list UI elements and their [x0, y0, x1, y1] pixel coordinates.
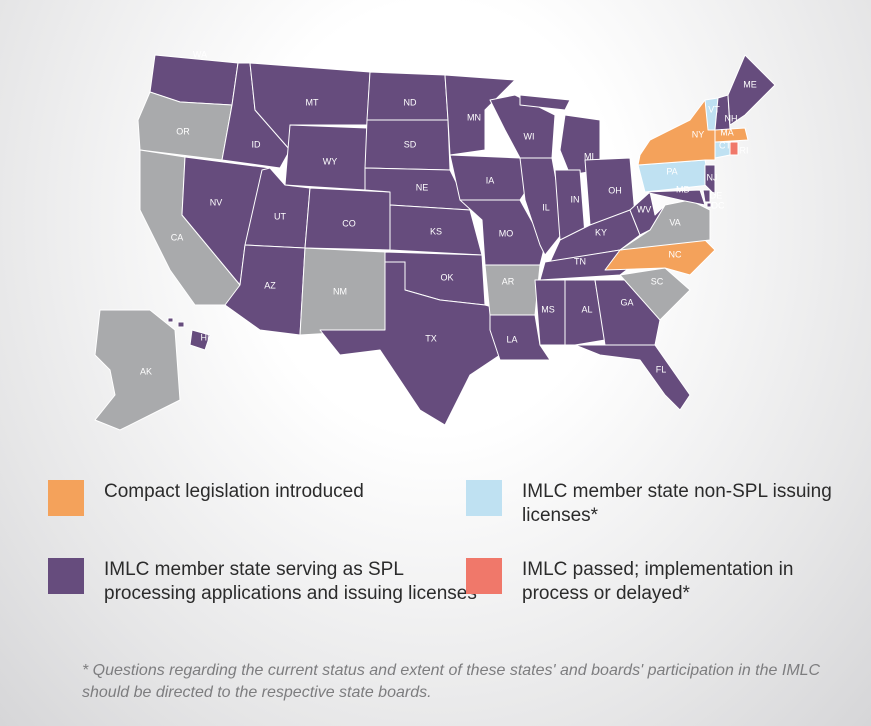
state-label: NV: [210, 197, 223, 207]
state-label: ND: [404, 97, 417, 107]
state-label: CA: [171, 232, 184, 242]
state-label: WY: [323, 156, 338, 166]
state-label: TN: [574, 256, 586, 266]
state-label: UT: [274, 211, 286, 221]
state-label: OR: [176, 126, 190, 136]
state-label: ME: [743, 79, 757, 89]
map: WA OR CA ID NV MT WY UT AZ CO NM ND SD NE KS OK TX MN IA MO…: [94, 49, 776, 431]
state-label: HI: [201, 332, 210, 342]
state-label: AL: [581, 304, 592, 314]
legend-label: Compact legislation introduced: [104, 481, 364, 502]
state-shape: [564, 279, 606, 346]
state-label: MS: [541, 304, 555, 314]
state-label: IN: [571, 194, 580, 204]
legend-item: Compact legislation introduced: [48, 480, 434, 516]
state-label: LA: [506, 334, 517, 344]
state-label: CT: [719, 140, 731, 150]
state-label: IA: [486, 175, 495, 185]
state-shape: [729, 141, 739, 156]
state-label: DC: [712, 200, 725, 210]
state-shape: [519, 94, 571, 111]
state-label: DE: [710, 190, 723, 200]
footnote: * Questions regarding the current status…: [82, 662, 821, 701]
legend-swatch: [466, 558, 502, 594]
state-shape: [574, 344, 691, 411]
state-shape: [319, 261, 516, 426]
state-shape: [444, 74, 516, 156]
state-shape: [706, 202, 712, 208]
state-label: KS: [430, 226, 442, 236]
state-shape: [702, 189, 711, 203]
state-label: MA: [720, 127, 734, 137]
state-label: MO: [499, 228, 514, 238]
state-shape: [366, 71, 449, 121]
state-label: MT: [306, 97, 319, 107]
state-label: ID: [252, 139, 262, 149]
legend-label: IMLC member state non-SPL issuing licens…: [522, 481, 832, 526]
state-shape: [484, 264, 541, 316]
legend-item: IMLC passed; implementation in process o…: [466, 558, 852, 606]
state-label: WA: [193, 49, 207, 59]
state-shape: [94, 309, 181, 431]
state-label: NE: [416, 182, 429, 192]
state-shape: [727, 54, 776, 126]
state-label: SD: [404, 139, 417, 149]
legend-item: IMLC member state serving as SPL process…: [48, 558, 494, 606]
legend-label: IMLC member state serving as SPL process…: [104, 559, 485, 604]
state-label: GA: [620, 297, 633, 307]
state-label: KY: [595, 227, 607, 237]
state-label: NH: [725, 113, 738, 123]
state-shape: [704, 164, 716, 196]
state-label: MI: [584, 151, 594, 161]
state-label: IL: [542, 202, 550, 212]
legend-swatch: [48, 480, 84, 516]
state-label: MD: [676, 184, 690, 194]
state-label: NY: [692, 129, 705, 139]
state-shape: [519, 157, 566, 256]
state-label: AZ: [264, 280, 276, 290]
state-label: WI: [524, 131, 535, 141]
state-label: MN: [467, 112, 481, 122]
state-label: FL: [656, 364, 667, 374]
legend-label: IMLC passed; implementation in process o…: [522, 559, 794, 604]
state-label: PA: [666, 166, 677, 176]
state-shape: [489, 314, 551, 361]
legend-item: IMLC member state non-SPL issuing licens…: [466, 480, 852, 528]
state-shape: [714, 127, 749, 143]
state-label: OK: [440, 272, 453, 282]
state-label: VT: [708, 104, 720, 114]
legend-swatch: [48, 558, 84, 594]
state-shape: [619, 267, 691, 321]
state-label: RI: [740, 145, 749, 155]
state-label: NJ: [707, 172, 718, 182]
state-shape: [177, 321, 185, 328]
legend-swatch: [466, 480, 502, 516]
state-label: SC: [651, 276, 664, 286]
state-label: WV: [637, 204, 652, 214]
state-shape: [189, 329, 211, 351]
state-label: VA: [669, 217, 680, 227]
state-label: CO: [342, 218, 356, 228]
state-label: AR: [502, 276, 515, 286]
state-label: TX: [425, 333, 437, 343]
state-shape: [167, 317, 174, 323]
state-label: NC: [669, 249, 682, 259]
state-shape: [644, 189, 706, 206]
state-label: NM: [333, 286, 347, 296]
state-label: AK: [140, 366, 152, 376]
state-label: OH: [608, 185, 622, 195]
